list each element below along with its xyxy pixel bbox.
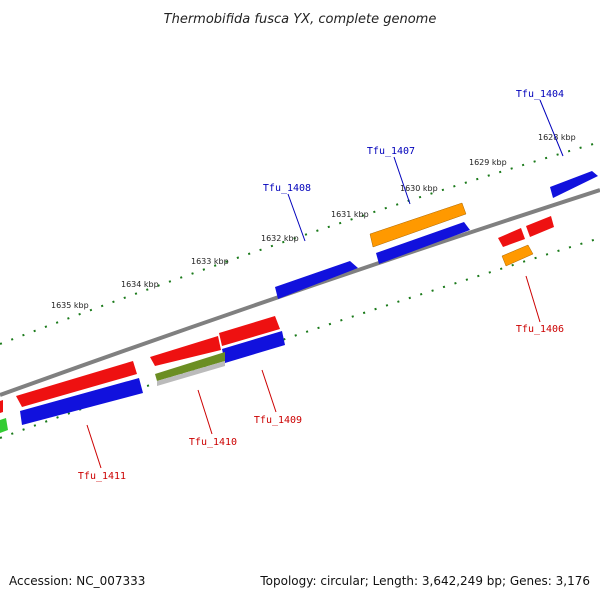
gene-feature-red-minus[interactable] [526,216,554,237]
kbp-label: 1629 kbp [469,158,507,167]
kbp-label: 1628 kbp [538,133,576,142]
gene-feature-red-minus[interactable] [219,316,280,346]
callout-lines [86,99,564,469]
gene-label-tfu-1406[interactable]: Tfu_1406 [516,324,564,335]
gene-feature-red-minus[interactable] [16,361,137,407]
gene-feature-tfu-1409[interactable] [222,331,285,363]
gene-label-tfu-1411[interactable]: Tfu_1411 [78,471,126,482]
gene-feature-green-edge[interactable] [0,418,8,433]
gene-feature-grey-minus[interactable] [157,361,225,386]
gene-feature-red-minus[interactable] [150,336,221,366]
inner-tick-ring [0,237,600,439]
genome-summary-text: Topology: circular; Length: 3,642,249 bp… [260,574,590,588]
callout-line-tfu-1404 [539,99,564,157]
kbp-label: 1634 kbp [121,280,159,289]
gene-feature-tfu-1404[interactable] [550,171,598,198]
kbp-label: 1635 kbp [51,301,89,310]
gene-feature-tfu-1408[interactable] [275,261,358,299]
callout-line-tfu-1408 [287,193,306,242]
gene-label-tfu-1410[interactable]: Tfu_1410 [189,437,237,448]
gene-feature-tfu-1411[interactable] [20,378,143,425]
gene-feature-tfu-1407[interactable] [369,202,467,248]
kbp-label: 1630 kbp [400,184,438,193]
gene-label-tfu-1408[interactable]: Tfu_1408 [263,183,311,194]
kbp-label: 1632 kbp [261,234,299,243]
genome-backbone [0,188,600,397]
gene-feature-red-minus[interactable] [498,228,525,247]
callout-line-tfu-1409 [261,369,277,413]
kbp-label: 1631 kbp [331,210,369,219]
gene-labels: Tfu_1404 Tfu_1407 Tfu_1408 Tfu_1406 Tfu_… [78,89,564,482]
map-title: Thermobifida fusca YX, complete genome [164,12,437,27]
gene-feature-blue-plus[interactable] [376,222,470,264]
gene-feature-red-edge[interactable] [0,400,3,413]
gene-label-tfu-1404[interactable]: Tfu_1404 [516,89,564,100]
gene-feature-tfu-1410[interactable] [155,352,225,381]
kbp-labels: 1628 kbp 1629 kbp 1630 kbp 1631 kbp 1632… [51,133,576,310]
callout-line-tfu-1410 [197,389,213,435]
gene-features [0,171,598,433]
accession-text: Accession: NC_007333 [9,574,146,588]
gene-feature-tfu-1406[interactable] [501,244,534,267]
gene-label-tfu-1409[interactable]: Tfu_1409 [254,415,302,426]
callout-line-tfu-1407 [393,156,411,205]
kbp-label: 1633 kbp [191,257,229,266]
gene-label-tfu-1407[interactable]: Tfu_1407 [367,146,415,157]
callout-line-tfu-1406 [525,275,541,323]
callout-line-tfu-1411 [86,424,102,469]
